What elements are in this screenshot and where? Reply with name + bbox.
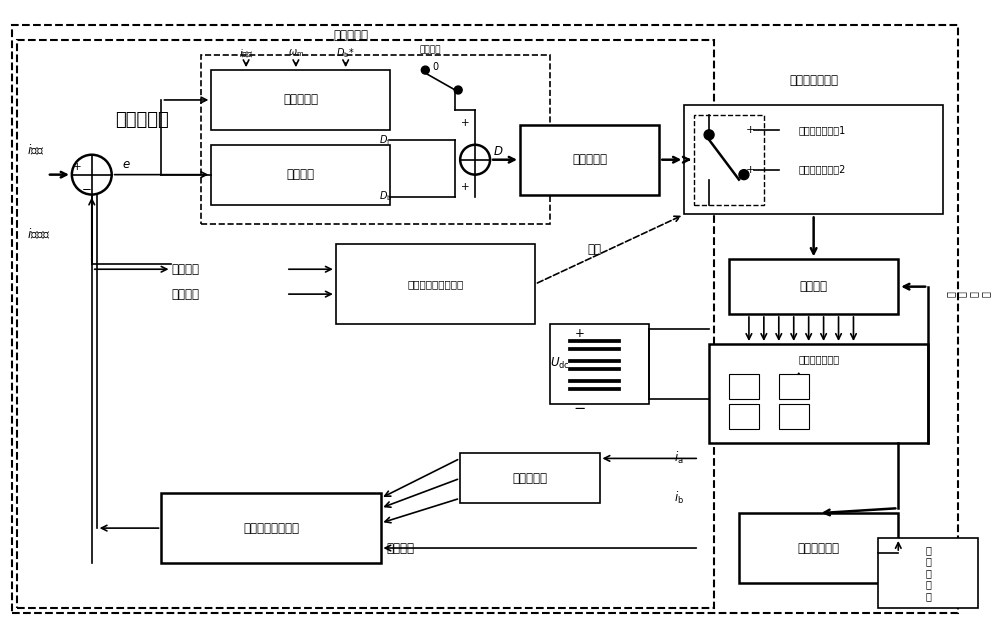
Text: 霍
尔
传
感
器: 霍 尔 传 感 器 <box>925 545 931 601</box>
Circle shape <box>704 130 714 140</box>
Bar <box>739 513 898 583</box>
Text: 电流控制器: 电流控制器 <box>333 29 368 42</box>
Text: $i$参考: $i$参考 <box>239 47 253 59</box>
Bar <box>694 115 764 205</box>
Text: 选择: 选择 <box>588 243 602 256</box>
Bar <box>709 344 928 444</box>
Text: −: − <box>574 401 586 416</box>
Circle shape <box>421 66 429 74</box>
Bar <box>779 374 809 399</box>
Text: $U_{\rm dc}$: $U_{\rm dc}$ <box>550 356 570 372</box>
Text: 电流传感器: 电流传感器 <box>512 472 547 485</box>
Bar <box>201 55 550 224</box>
Bar <box>878 538 978 608</box>
Text: 霍尔信号: 霍尔信号 <box>386 542 414 554</box>
Text: −: − <box>82 183 92 196</box>
Text: $i_{\rm b}$: $i_{\rm b}$ <box>674 490 684 506</box>
Text: $i_{\rm a}$: $i_{\rm a}$ <box>674 450 684 466</box>
Bar <box>460 453 600 503</box>
Text: +: + <box>461 182 469 191</box>
Bar <box>336 244 535 324</box>
Text: 换相信号: 换相信号 <box>420 46 441 55</box>
Text: $i$非换相: $i$非换相 <box>27 227 50 242</box>
Text: +: + <box>73 162 81 172</box>
Bar <box>520 125 659 194</box>
Circle shape <box>739 169 749 180</box>
Text: 0: 0 <box>432 62 438 72</box>
Text: +: + <box>746 125 756 135</box>
Bar <box>729 404 759 428</box>
Text: 三相桥式逆变器: 三相桥式逆变器 <box>798 354 839 364</box>
Text: $e$: $e$ <box>122 158 131 171</box>
Text: 补偿控制器: 补偿控制器 <box>283 93 318 106</box>
Text: $D_{\rm b}$: $D_{\rm b}$ <box>379 189 392 204</box>
Text: 实时转速: 实时转速 <box>171 288 199 301</box>
Text: $D$: $D$ <box>493 146 503 158</box>
Bar <box>550 324 649 404</box>
Text: 非换相相电流计算: 非换相相电流计算 <box>243 522 299 535</box>
Text: $i$参考: $i$参考 <box>27 142 44 157</box>
Text: 低速：调制策略2: 低速：调制策略2 <box>799 165 846 175</box>
Text: 高速：调制策略1: 高速：调制策略1 <box>799 125 846 135</box>
Text: 无刷直流电机: 无刷直流电机 <box>798 542 840 554</box>
Bar <box>211 145 390 205</box>
Text: $D_{\rm f}$: $D_{\rm f}$ <box>379 133 392 147</box>
Text: $D_{\rm b}$*: $D_{\rm b}$* <box>336 46 355 60</box>
Bar <box>161 493 381 563</box>
Text: 主控制器: 主控制器 <box>287 168 315 181</box>
Bar <box>211 70 390 130</box>
Text: 脉冲发生器: 脉冲发生器 <box>572 153 607 166</box>
Bar <box>729 260 898 314</box>
Text: 制动控制器: 制动控制器 <box>115 111 168 129</box>
Text: +: + <box>461 118 469 128</box>
Text: 调制策略选择器: 调制策略选择器 <box>789 73 838 86</box>
Bar <box>729 374 759 399</box>
Bar <box>779 404 809 428</box>
Text: 电流误差: 电流误差 <box>171 263 199 276</box>
Bar <box>684 105 943 214</box>
Text: +: + <box>575 327 585 341</box>
Circle shape <box>454 86 462 94</box>
Bar <box>17 40 714 608</box>
Text: 换
相
信
号: 换 相 信 号 <box>946 291 990 297</box>
Text: 调制策略切换判断器: 调制策略切换判断器 <box>407 279 463 289</box>
Text: 换相逻辑: 换相逻辑 <box>800 280 828 293</box>
Text: $\omega_{\rm m}$: $\omega_{\rm m}$ <box>288 47 304 59</box>
Text: +: + <box>746 165 756 175</box>
